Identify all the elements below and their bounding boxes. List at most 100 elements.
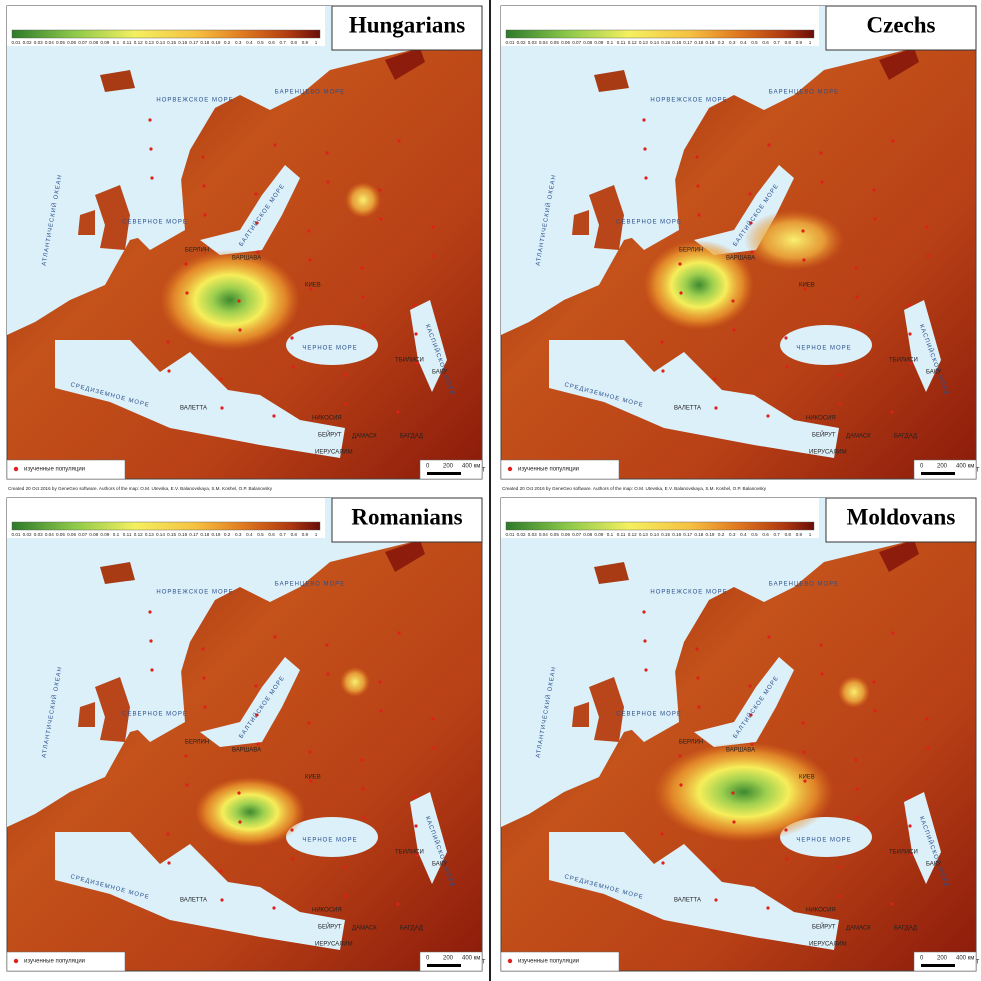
population-dot — [360, 758, 364, 762]
population-dot — [678, 754, 682, 758]
population-dot — [291, 365, 295, 369]
population-dot — [431, 225, 435, 229]
colorbar-label: 0.8 — [785, 532, 792, 537]
population-dot — [697, 705, 701, 709]
iceland — [100, 70, 135, 92]
city-label: БАГДАД — [400, 434, 423, 440]
population-dot — [801, 229, 805, 233]
baltic — [694, 657, 794, 747]
iceland — [100, 562, 135, 584]
colorbar-label: 0.19 — [706, 40, 715, 45]
sea-label: СЕВЕРНОЕ МОРЕ — [616, 712, 682, 718]
colorbar-label: 0.2 — [718, 532, 725, 537]
colorbar-bg — [7, 6, 325, 46]
population-dot — [326, 180, 330, 184]
city-label: БАГДАД — [894, 926, 917, 932]
city-label: ДАМАСК — [846, 434, 871, 440]
population-dot — [644, 668, 648, 672]
colorbar-label: 0.6 — [268, 40, 275, 45]
city-label: НИКОСИЯ — [806, 908, 836, 914]
colorbar-label: 0.04 — [539, 532, 548, 537]
colorbar-label: 0.11 — [123, 532, 132, 537]
colorbar-label: 0.7 — [773, 40, 780, 45]
novaya-zemlya — [879, 540, 919, 572]
city-label: НИКОСИЯ — [806, 416, 836, 422]
population-dot — [308, 258, 312, 262]
colorbar-label: 0.19 — [706, 532, 715, 537]
population-dot — [661, 861, 665, 865]
colorbar-label: 0.05 — [56, 532, 65, 537]
city-label: БАГДАД — [894, 434, 917, 440]
colorbar-label: 0.08 — [583, 40, 592, 45]
population-dot — [784, 828, 788, 832]
similarity-zone — [345, 182, 381, 218]
population-dot — [803, 779, 807, 783]
population-dot — [150, 668, 154, 672]
population-dot — [767, 635, 771, 639]
colorbar-label: 0.11 — [123, 40, 132, 45]
population-dot — [891, 139, 895, 143]
colorbar-label: 0.04 — [45, 532, 54, 537]
sea-label: НОРВЕЖСКОЕ МОРЕ — [650, 590, 727, 596]
colorbar-label: 0.5 — [257, 40, 264, 45]
map-panel: 0.01 0.02 0.03 0.04 0.05 0.06 0.07 0.08 0.09 0.1 0… — [500, 5, 980, 491]
population-dot — [696, 676, 700, 680]
population-dot — [414, 332, 418, 336]
population-dot — [378, 188, 382, 192]
sea-label: НОРВЕЖСКОЕ МОРЕ — [650, 98, 727, 104]
colorbar-label: 0.02 — [517, 40, 526, 45]
population-dot — [856, 324, 860, 328]
british-isles — [572, 677, 624, 742]
mediterranean — [55, 340, 345, 458]
panel-title: Moldovans — [847, 504, 956, 529]
scale-label: 200 — [443, 956, 454, 962]
colorbar-label: 0.03 — [528, 532, 537, 537]
north-sea — [130, 165, 185, 250]
population-dot — [838, 894, 842, 898]
colorbar-label: 0.15 — [167, 40, 176, 45]
caspian — [410, 792, 447, 884]
colorbar-label: 0.14 — [650, 40, 659, 45]
population-dot — [926, 254, 930, 258]
population-dot — [749, 221, 753, 225]
population-dot — [362, 324, 366, 328]
population-dot — [697, 213, 701, 217]
sea-label: СЕВЕРНОЕ МОРЕ — [122, 712, 188, 718]
scale-bar — [921, 472, 955, 475]
population-dot — [803, 287, 807, 291]
population-dot — [837, 865, 841, 869]
population-dot — [343, 373, 347, 377]
city-label: ВАЛЕТТА — [674, 898, 701, 904]
colorbar-label: 0.2 — [224, 40, 231, 45]
colorbar-label: 0.18 — [200, 40, 209, 45]
colorbar-label: 0.08 — [89, 532, 98, 537]
colorbar-label: 0.16 — [178, 532, 187, 537]
similarity-zone — [160, 250, 300, 350]
colorbar-label: 0.18 — [200, 532, 209, 537]
scale-label: 200 — [443, 464, 454, 470]
sea-label: ЧЕРНОЕ МОРЕ — [302, 346, 357, 352]
north-sea — [130, 657, 185, 742]
colorbar-label: 0.4 — [740, 532, 747, 537]
colorbar-label: 0.19 — [212, 532, 221, 537]
city-label: БАКУ — [926, 370, 941, 376]
colorbar-label: 0.7 — [279, 40, 286, 45]
map-panel: 0.01 0.02 0.03 0.04 0.05 0.06 0.07 0.08 0.09 0.1 0… — [500, 497, 980, 972]
colorbar-bg — [501, 6, 819, 46]
population-dot — [731, 791, 735, 795]
population-dot — [256, 742, 260, 746]
title-box — [331, 497, 483, 543]
city-label: КИЕВ — [305, 775, 321, 781]
population-dot — [202, 184, 206, 188]
population-dot — [185, 291, 189, 295]
similarity-zone — [654, 742, 834, 842]
colorbar-label: 0.07 — [78, 40, 87, 45]
colorbar — [505, 29, 815, 39]
city-label: ИЕРУСАЛИМ — [315, 942, 353, 948]
colorbar-label: 0.3 — [235, 40, 242, 45]
city-label: НИКОСИЯ — [312, 908, 342, 914]
legend-dot — [13, 958, 19, 964]
scale-label: 200 — [937, 464, 948, 470]
population-dot — [415, 361, 419, 365]
scale-bar — [921, 964, 955, 967]
